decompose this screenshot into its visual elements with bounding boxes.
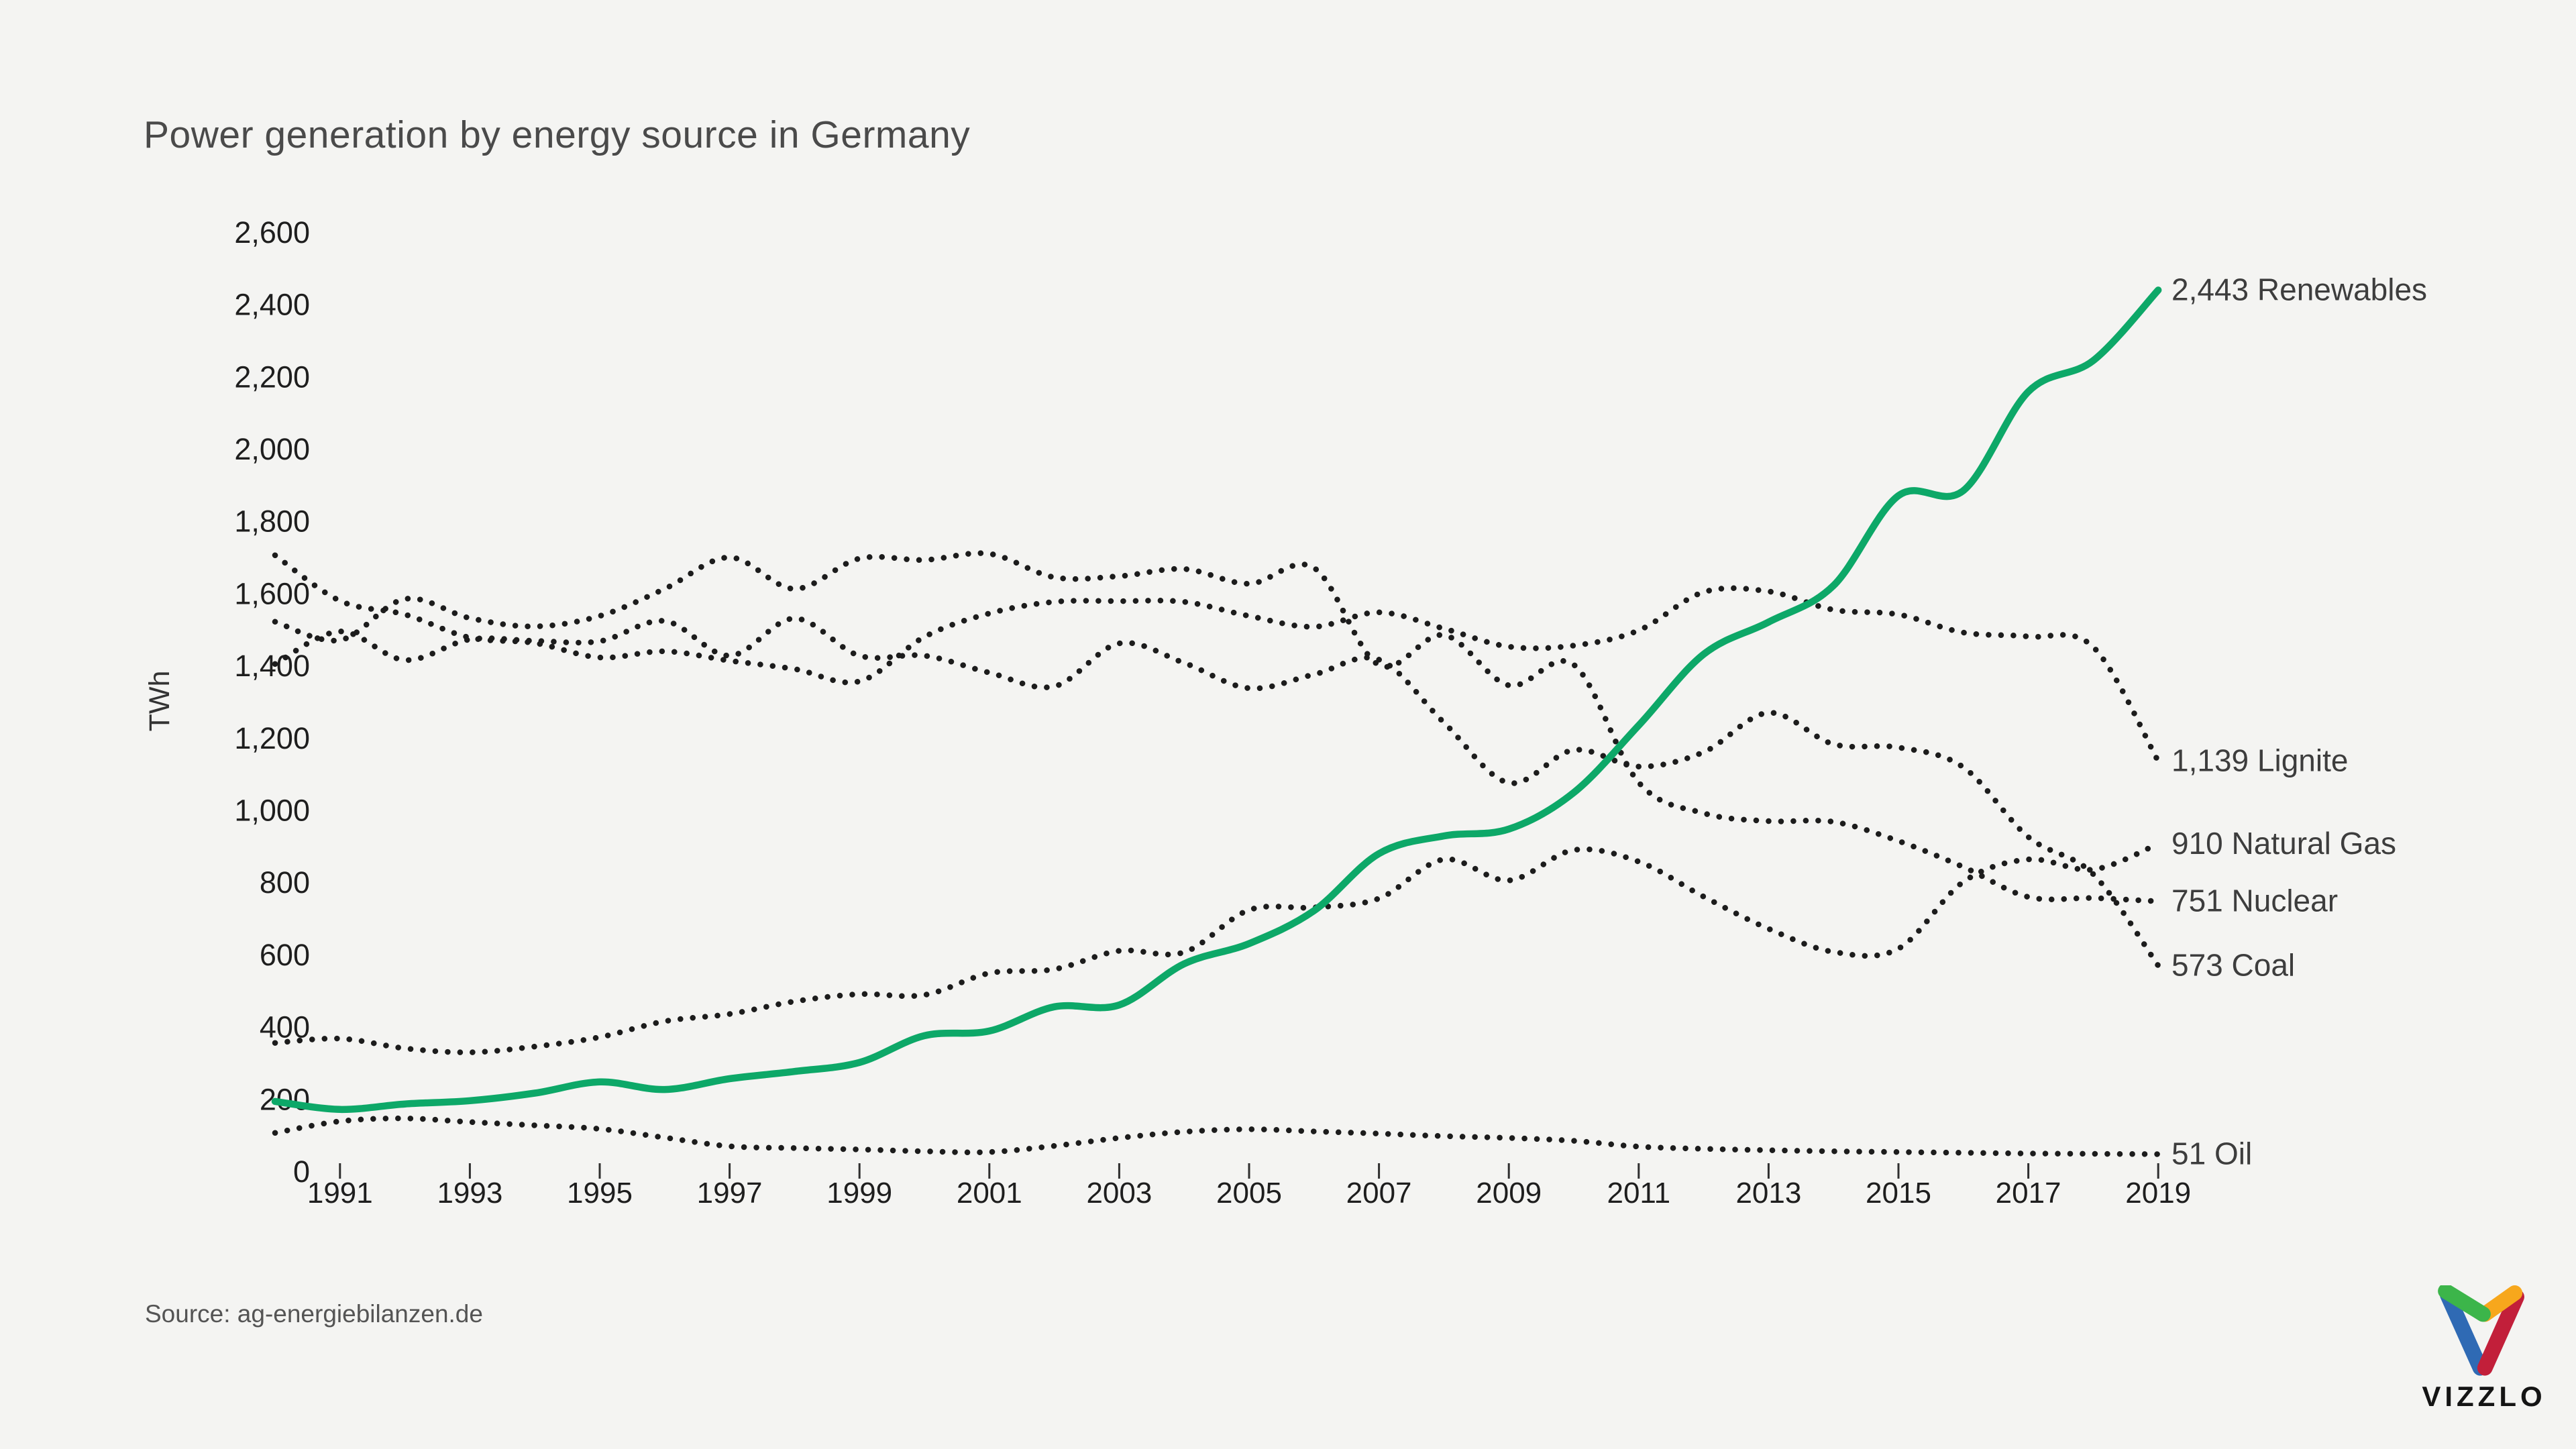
x-axis-tick-label: 2003 <box>1086 1177 1152 1210</box>
x-axis-tick-label: 2017 <box>1996 1177 2061 1210</box>
x-axis-tick-label: 2013 <box>1735 1177 1801 1210</box>
x-axis-tick-label: 1995 <box>567 1177 633 1210</box>
vizzlo-logo-mark-icon <box>2438 1285 2524 1376</box>
series-end-label-coal: 573 Coal <box>2171 947 2295 982</box>
y-axis-tick-label: 0 <box>293 1155 310 1189</box>
y-axis-tick-label: 2,200 <box>234 360 310 394</box>
y-axis-tick-label: 1,400 <box>234 649 310 683</box>
x-axis-tick-label: 2019 <box>2125 1177 2191 1210</box>
x-axis-tick-label: 2009 <box>1476 1177 1542 1210</box>
x-axis-tick-label: 1999 <box>826 1177 892 1210</box>
x-axis-tick-label: 1991 <box>307 1177 373 1210</box>
series-line-coal <box>272 615 2161 969</box>
y-axis-title: TWh <box>144 671 176 732</box>
y-axis-tick-label: 400 <box>260 1010 310 1044</box>
y-axis-tick-label: 1,600 <box>234 576 310 610</box>
series-end-label-nuclear: 751 Nuclear <box>2171 883 2338 918</box>
x-axis-tick-label: 2011 <box>1607 1177 1670 1210</box>
series-end-label-renewables: 2,443 Renewables <box>2171 272 2427 307</box>
series-line-lignite <box>272 552 2161 764</box>
series-line-renewables <box>271 286 2162 1114</box>
y-axis-tick-label: 800 <box>260 865 310 900</box>
x-axis-tick-label: 2005 <box>1216 1177 1282 1210</box>
series-line-nuclear <box>272 550 2161 904</box>
vizzlo-logo-text: VIZZLO <box>2422 1381 2546 1412</box>
y-axis-tick-label: 600 <box>260 938 310 972</box>
y-axis-tick-label: 1,200 <box>234 721 310 755</box>
y-axis-tick-label: 1,000 <box>234 794 310 828</box>
x-axis-tick-label: 2001 <box>957 1177 1022 1210</box>
y-axis-tick-label: 1,800 <box>234 504 310 539</box>
y-axis-tick-label: 2,400 <box>234 288 310 322</box>
logo-stroke-red <box>2477 1289 2524 1376</box>
series-end-label-oil: 51 Oil <box>2171 1136 2252 1171</box>
vizzlo-logo: VIZZLO <box>2415 1285 2549 1426</box>
logo-stroke-orange <box>2477 1285 2523 1322</box>
series-end-label-lignite: 1,139 Lignite <box>2171 743 2348 778</box>
x-axis-tick-label: 2007 <box>1346 1177 1412 1210</box>
logo-stroke-blue <box>2440 1287 2488 1376</box>
y-axis-tick-label: 2,000 <box>234 432 310 466</box>
series-line-natural-gas <box>272 841 2161 1055</box>
series-end-label-natural-gas: 910 Natural Gas <box>2171 826 2396 861</box>
x-axis-tick-label: 1993 <box>437 1177 502 1210</box>
x-axis-tick-label: 1997 <box>697 1177 763 1210</box>
logo-stroke-green <box>2438 1285 2491 1322</box>
source-note: Source: ag-energiebilanzen.de <box>145 1300 483 1328</box>
y-axis-tick-label: 2,600 <box>234 215 310 250</box>
series-line-oil <box>272 1115 2161 1157</box>
x-axis-tick-label: 2015 <box>1866 1177 1931 1210</box>
chart-title: Power generation by energy source in Ger… <box>144 113 971 156</box>
